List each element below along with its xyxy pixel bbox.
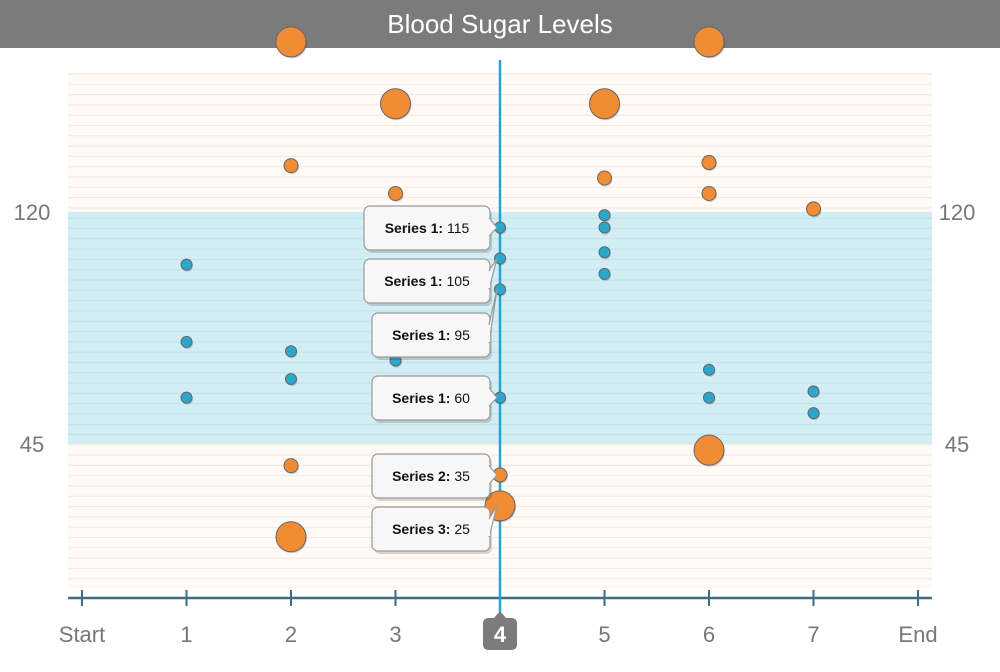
series-3-point [380, 88, 411, 120]
tooltip-text: Series 2: 35 [392, 468, 470, 484]
x-tick-label: 5 [598, 622, 610, 647]
series-1-point [180, 335, 193, 348]
x-tick-label: 2 [285, 622, 297, 647]
x-tick-label: 1 [180, 622, 192, 647]
series-2-point [283, 158, 299, 174]
tooltip-series-label: Series 1: [385, 220, 447, 236]
tooltip-pointer [488, 257, 498, 290]
x-tick-label: 6 [703, 622, 715, 647]
tooltip-value: 115 [447, 220, 470, 236]
y-tick-label-left: 45 [20, 432, 44, 457]
chart-title: Blood Sugar Levels [387, 8, 613, 39]
series-1-point [598, 267, 611, 280]
tooltip-series-label: Series 2: [392, 468, 454, 484]
series-1-point [598, 246, 611, 259]
series-1-point [598, 221, 611, 234]
tooltip-value: 25 [454, 521, 470, 537]
x-tick-label: End [898, 622, 937, 647]
tooltip-value: 95 [454, 327, 470, 343]
tooltip-series-label: Series 3: [392, 521, 454, 537]
series-1-point [807, 407, 820, 420]
tooltip: Series 1: 115 [363, 205, 498, 253]
x-tick-label-highlighted: 4 [494, 622, 507, 647]
series-1-point [807, 385, 820, 398]
tooltip-pointer [488, 217, 498, 237]
tooltip-text: Series 1: 105 [384, 273, 470, 289]
series-1-point [285, 345, 297, 358]
tooltip-text: Series 3: 25 [392, 521, 470, 537]
y-tick-label-right: 45 [945, 432, 969, 457]
tooltip-value: 35 [454, 468, 470, 484]
series-1-point [180, 391, 193, 404]
series-2-point [806, 201, 821, 217]
tooltip-text: Series 1: 60 [392, 390, 470, 406]
series-1-point [703, 363, 715, 376]
tooltip-pointer [488, 288, 498, 344]
tooltip-pointer [488, 505, 498, 538]
series-1-point [285, 373, 297, 386]
tooltip: Series 1: 95 [371, 288, 498, 360]
series-2-point [701, 185, 717, 201]
series-1-point [598, 209, 611, 222]
tooltip-pointer [488, 387, 498, 407]
series-2-point [283, 458, 299, 474]
series-3-point [275, 26, 307, 58]
tooltip-text: Series 1: 95 [392, 327, 470, 343]
x-highlight-badge [483, 618, 517, 650]
tooltip: Series 3: 25 [371, 505, 498, 554]
chart-title-bar: Blood Sugar Levels [0, 0, 1000, 48]
tooltip: Series 2: 35 [371, 453, 498, 501]
tooltip-series-label: Series 1: [392, 390, 454, 406]
tooltip-series-label: Series 1: [384, 273, 446, 289]
series-1-point [494, 252, 506, 265]
x-tick-label: Start [59, 622, 105, 647]
x-tick-label: 7 [807, 622, 819, 647]
series-2-point [597, 170, 612, 186]
tooltip-value: 105 [446, 273, 470, 289]
series-3-point [693, 26, 725, 58]
tooltip: Series 1: 105 [363, 257, 498, 306]
x-tick-label: 3 [389, 622, 401, 647]
series-3-point [589, 88, 620, 120]
tooltip: Series 1: 60 [371, 375, 498, 423]
series-1-point [180, 258, 193, 271]
tooltip-series-label: Series 1: [392, 327, 454, 343]
series-1-point [494, 283, 506, 296]
tooltip-text: Series 1: 115 [385, 220, 470, 236]
tooltip-value: 60 [454, 390, 470, 406]
series-3-point [693, 434, 725, 466]
series-1-point [703, 391, 715, 404]
y-tick-label-left: 120 [14, 200, 51, 225]
series-3-point [275, 521, 307, 553]
series-2-point [388, 185, 403, 201]
tooltip-pointer [488, 465, 498, 485]
x-highlight-badge-pointer [494, 611, 506, 618]
y-tick-label-right: 120 [939, 200, 976, 225]
series-2-point [701, 155, 717, 171]
